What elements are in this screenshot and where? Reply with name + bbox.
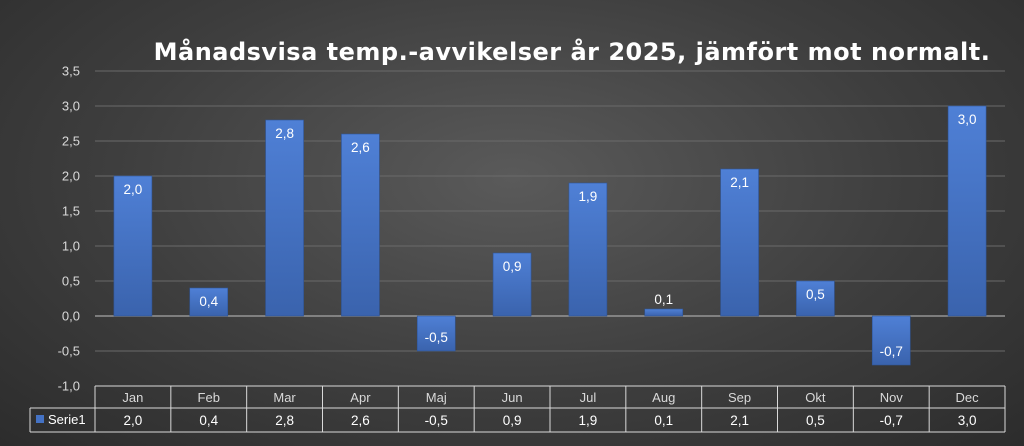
table-cell: -0,5 xyxy=(425,413,448,428)
category-label: Jun xyxy=(502,390,523,405)
y-tick-label: 2,5 xyxy=(62,134,80,149)
table-cell: 0,1 xyxy=(654,413,673,428)
category-label: Mar xyxy=(273,390,296,405)
data-label: 1,9 xyxy=(579,189,598,204)
y-tick-label: 0,5 xyxy=(62,274,80,289)
category-label: Aug xyxy=(652,390,675,405)
data-table: Jan 2,0 Feb 0,4 Mar 2,8 Apr 2,6 Maj -0,5 Jun 0,9 Jul… xyxy=(29,385,1006,433)
category-label: Feb xyxy=(198,390,220,405)
gridlines xyxy=(95,70,1005,387)
legend-series-name: Serie1 xyxy=(48,412,86,427)
bar-jul xyxy=(568,182,608,317)
bar-mar xyxy=(265,119,304,317)
data-label: -0,5 xyxy=(425,330,448,345)
data-labels: 2,0 0,4 2,8 2,6 -0,5 0,9 1,9 0,1 2,1 0,5 -0,7 3,0 xyxy=(124,112,977,359)
bar-maj xyxy=(416,315,456,352)
data-label: 0,9 xyxy=(503,259,522,274)
y-tick-label: 1,5 xyxy=(62,204,80,219)
bar-jan xyxy=(113,175,153,317)
bar-jun xyxy=(492,252,532,317)
table-cell: -0,7 xyxy=(880,413,903,428)
table-cell: 2,6 xyxy=(351,413,370,428)
y-tick-label: 3,5 xyxy=(62,64,80,79)
data-label: 2,0 xyxy=(124,182,143,197)
data-label: 2,8 xyxy=(275,126,294,141)
y-tick-label: 3,0 xyxy=(62,99,80,114)
data-label: 0,4 xyxy=(199,294,218,309)
data-label: -0,7 xyxy=(880,344,903,359)
category-label: Sep xyxy=(728,390,751,405)
table-cell: 0,5 xyxy=(806,413,825,428)
category-label: Maj xyxy=(426,390,447,405)
y-tick-label: 0,0 xyxy=(62,309,80,324)
bar-feb xyxy=(189,287,229,317)
table-cell: 2,8 xyxy=(275,413,294,428)
table-cell: 2,1 xyxy=(730,413,749,428)
bar-sep xyxy=(720,168,759,317)
y-tick-label: 2,0 xyxy=(62,169,80,184)
data-label: 2,1 xyxy=(730,175,749,190)
category-label: Nov xyxy=(880,390,904,405)
legend-key xyxy=(36,415,44,423)
table-cell: 3,0 xyxy=(958,413,977,428)
data-label: 3,0 xyxy=(958,112,977,127)
data-label: 0,5 xyxy=(806,287,825,302)
category-label: Jan xyxy=(122,390,143,405)
bar-nov xyxy=(871,315,911,366)
category-label: Dec xyxy=(956,390,980,405)
category-label: Okt xyxy=(805,390,826,405)
bar-aug xyxy=(644,308,684,317)
bars xyxy=(113,105,987,366)
y-tick-label: 1,0 xyxy=(62,239,80,254)
data-label: 2,6 xyxy=(351,140,370,155)
table-cell: 2,0 xyxy=(124,413,143,428)
category-label: Apr xyxy=(350,390,371,405)
bar-apr xyxy=(341,133,380,317)
data-label: 0,1 xyxy=(654,292,673,307)
y-axis-ticks: 3,5 3,0 2,5 2,0 1,5 1,0 0,5 0,0 -0,5 -1,0 xyxy=(58,64,80,394)
y-tick-label: -0,5 xyxy=(58,344,80,359)
table-cell: 0,9 xyxy=(503,413,522,428)
table-cell: 1,9 xyxy=(579,413,598,428)
bar-dec xyxy=(947,105,987,317)
y-tick-label: -1,0 xyxy=(58,379,80,394)
table-cell: 0,4 xyxy=(199,413,218,428)
chart-title: Månadsvisa temp.-avvikelser år 2025, jäm… xyxy=(154,37,991,66)
category-label: Jul xyxy=(580,390,597,405)
bar-okt xyxy=(796,280,835,317)
